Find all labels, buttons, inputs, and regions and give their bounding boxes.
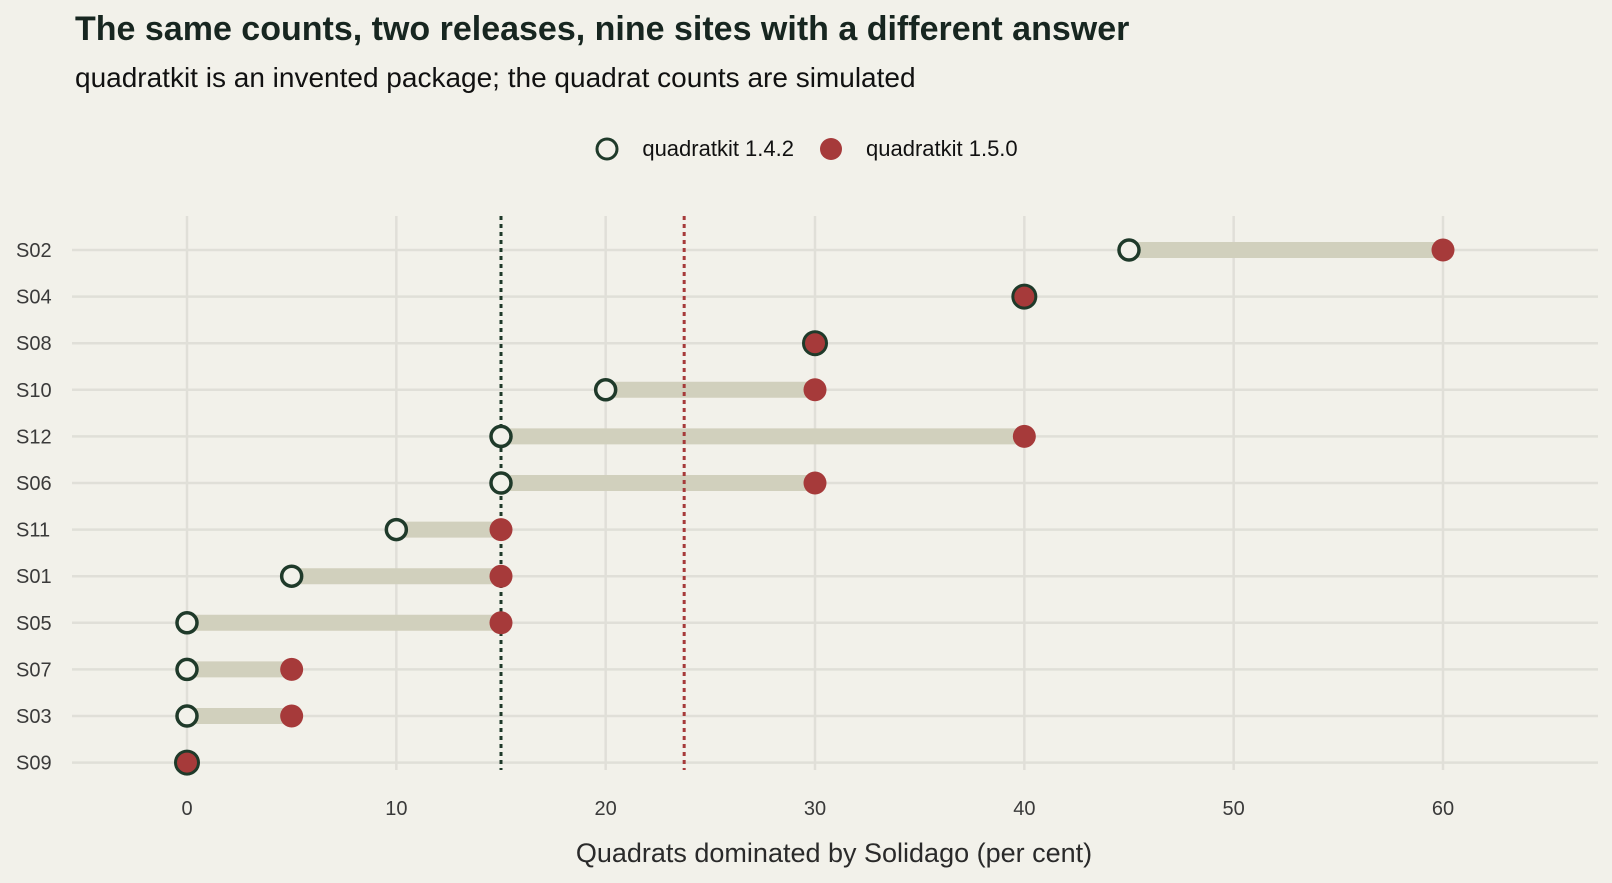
point-old-S02 [1117,238,1141,262]
legend-label-old: quadratkit 1.4.2 [642,136,794,161]
point-new-S05 [489,611,513,635]
x-tick-label-20: 20 [595,798,617,820]
x-tick-label-10: 10 [385,798,407,820]
point-old-S05 [175,611,199,635]
y-tick-label-S03: S03 [16,706,52,728]
y-tick-label-S09: S09 [16,753,52,775]
point-both-S04 [1011,283,1038,310]
point-layer [174,238,1455,776]
point-both-S09 [174,749,200,776]
y-tick-label-S01: S01 [16,566,52,588]
y-tick-label-S05: S05 [16,613,52,635]
y-tick-label-S08: S08 [16,333,52,355]
legend-filled-circle-icon [820,138,842,160]
point-old-S01 [279,564,304,588]
x-tick-label-50: 50 [1223,798,1245,820]
point-new-S10 [803,378,827,402]
y-tick-label-S07: S07 [16,659,52,681]
point-new-S03 [280,704,304,728]
x-tick-label-30: 30 [804,798,826,820]
point-old-S10 [593,378,618,402]
point-new-S01 [489,564,513,588]
grid-layer [72,216,1598,770]
chart-title: The same counts, two releases, nine site… [75,10,1130,48]
point-old-S03 [175,704,199,728]
point-new-S06 [803,471,827,495]
y-tick-label-S12: S12 [16,426,52,448]
point-both-S08 [802,330,828,357]
point-new-S12 [1012,424,1036,448]
legend-open-circle-icon [595,137,619,161]
legend-item-old: quadratkit 1.4.2 [594,136,794,162]
x-tick-label-0: 0 [181,798,192,820]
point-old-S11 [384,517,409,542]
legend: quadratkit 1.4.2 quadratkit 1.5.0 [0,136,1612,162]
y-tick-label-S10: S10 [16,380,52,402]
point-new-S07 [280,657,304,681]
y-tick-label-S06: S06 [16,473,52,495]
x-axis-title: Quadrats dominated by Solidago (per cent… [576,838,1092,868]
point-new-S02 [1431,238,1455,262]
y-tick-label-S11: S11 [16,520,50,542]
chart-subtitle: quadratkit is an invented package; the q… [75,62,916,93]
point-old-S12 [489,424,513,449]
x-tick-label-60: 60 [1432,798,1454,820]
connector-layer [187,242,1443,724]
label-layer: 0 10 20 30 40 50 60 S02 S04 S08 S10 S12 S06 S11 S01 S05… [16,240,1454,820]
x-tick-label-40: 40 [1013,798,1035,820]
reference-line-layer [499,216,686,770]
y-tick-label-S04: S04 [16,287,52,309]
point-new-S11 [489,518,513,542]
point-old-S06 [489,471,513,495]
point-old-S07 [175,657,199,682]
y-tick-label-S02: S02 [16,240,52,262]
legend-label-new: quadratkit 1.5.0 [866,136,1018,161]
legend-item-new: quadratkit 1.5.0 [818,136,1018,162]
